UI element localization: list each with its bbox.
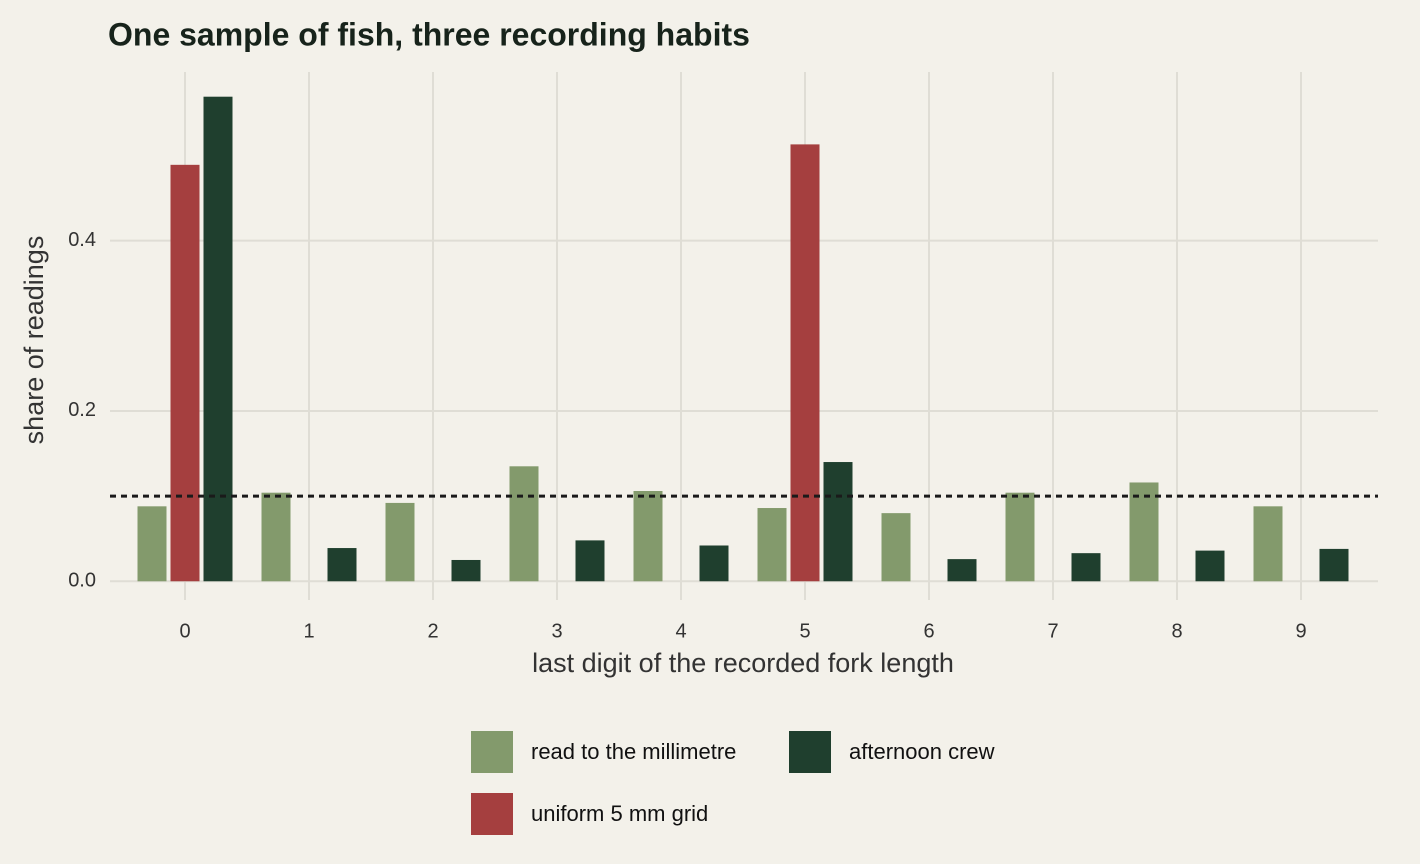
y-tick-label: 0.4 [68, 229, 96, 251]
bar [1253, 506, 1283, 582]
bar [575, 540, 605, 582]
x-tick-label: 5 [799, 620, 810, 642]
legend: read to the millimetre uniform 5 mm grid a… [471, 731, 995, 835]
y-tick-label: 0.0 [68, 570, 96, 592]
bar [385, 502, 415, 582]
x-tick-label: 1 [303, 620, 314, 642]
bar [790, 144, 820, 582]
bar [170, 164, 200, 582]
x-tick-label: 6 [923, 620, 934, 642]
bar [261, 492, 291, 582]
bar [327, 548, 357, 582]
bar [1129, 482, 1159, 582]
chart-title: One sample of fish, three recording habi… [108, 16, 750, 52]
bar [203, 96, 233, 582]
x-tick-label: 9 [1295, 620, 1306, 642]
bar [1195, 550, 1225, 582]
bars [110, 96, 1378, 582]
y-axis-title: share of readings [19, 236, 49, 445]
bar [1071, 553, 1101, 582]
bar [699, 545, 729, 582]
x-tick-label: 0 [179, 620, 190, 642]
bar [1319, 548, 1349, 582]
bar [757, 508, 787, 582]
y-tick-label: 0.2 [68, 399, 96, 421]
legend-swatch [471, 793, 513, 835]
bar [823, 462, 853, 582]
bar [1005, 492, 1035, 582]
bar [947, 559, 977, 582]
bar [633, 490, 663, 582]
grid: 0.0 0.2 0.4 0 1 2 3 4 5 6 7 8 9 [68, 72, 1378, 642]
x-tick-label: 2 [427, 620, 438, 642]
bar [509, 466, 539, 582]
bar [881, 513, 911, 582]
bar [137, 506, 167, 582]
x-axis-title: last digit of the recorded fork length [532, 648, 954, 678]
legend-label: uniform 5 mm grid [531, 801, 708, 826]
legend-label: read to the millimetre [531, 739, 736, 764]
x-tick-label: 3 [551, 620, 562, 642]
x-tick-label: 8 [1171, 620, 1182, 642]
legend-label: afternoon crew [849, 739, 995, 764]
legend-swatch [789, 731, 831, 773]
x-tick-label: 7 [1047, 620, 1058, 642]
x-tick-label: 4 [675, 620, 686, 642]
bar [451, 559, 481, 582]
legend-swatch [471, 731, 513, 773]
